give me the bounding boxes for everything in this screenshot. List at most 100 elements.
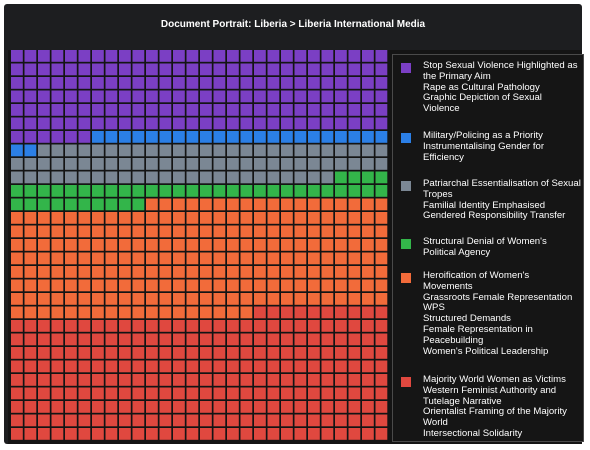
waffle-cell	[159, 428, 172, 440]
waffle-cell	[281, 252, 293, 265]
waffle-cell	[348, 293, 361, 305]
waffle-cell	[146, 239, 158, 251]
waffle-cell	[51, 63, 64, 76]
waffle-cell	[240, 279, 253, 292]
waffle-cell	[132, 306, 145, 319]
waffle-cell	[173, 212, 185, 224]
waffle-cell	[267, 50, 280, 62]
waffle-cell	[213, 117, 226, 130]
waffle-cell	[78, 347, 91, 359]
waffle-cell	[132, 50, 145, 62]
waffle-cell	[213, 401, 226, 413]
waffle-cell	[92, 171, 104, 184]
waffle-cell	[375, 104, 388, 116]
waffle-cell	[105, 306, 118, 319]
waffle-cell	[335, 50, 347, 62]
waffle-cell	[159, 414, 172, 427]
legend-label: Familial Identity Emphasised	[423, 199, 546, 211]
waffle-cell	[51, 360, 64, 373]
waffle-cell	[51, 333, 64, 346]
waffle-cell	[321, 171, 334, 184]
waffle-cell	[254, 293, 266, 305]
waffle-cell	[159, 225, 172, 238]
waffle-cell	[213, 320, 226, 332]
waffle-cell	[51, 239, 64, 251]
waffle-cell	[173, 333, 185, 346]
waffle-cell	[11, 239, 23, 251]
waffle-cell	[321, 387, 334, 400]
waffle-cell	[173, 387, 185, 400]
waffle-cell	[362, 131, 374, 143]
waffle-cell	[362, 360, 374, 373]
legend-label: Structured Demands	[423, 313, 511, 325]
waffle-cell	[213, 171, 226, 184]
waffle-cell	[213, 104, 226, 116]
legend-label: Western Feminist Authority and	[423, 384, 557, 396]
waffle-cell	[11, 185, 23, 197]
waffle-cell	[294, 239, 307, 251]
waffle-cell	[213, 374, 226, 386]
waffle-cell	[267, 225, 280, 238]
waffle-cell	[173, 63, 185, 76]
waffle-cell	[173, 279, 185, 292]
waffle-cell	[119, 360, 131, 373]
waffle-cell	[105, 63, 118, 76]
waffle-cell	[132, 333, 145, 346]
waffle-cell	[38, 252, 50, 265]
waffle-cell	[38, 77, 50, 89]
waffle-cell	[200, 414, 212, 427]
legend-label: Rape as Cultural Pathology	[423, 81, 540, 93]
waffle-cell	[38, 225, 50, 238]
waffle-cell	[200, 131, 212, 143]
waffle-cell	[51, 198, 64, 211]
waffle-cell	[38, 212, 50, 224]
waffle-cell	[213, 77, 226, 89]
waffle-cell	[173, 428, 185, 440]
waffle-cell	[335, 333, 347, 346]
waffle-cell	[227, 306, 239, 319]
waffle-cell	[159, 374, 172, 386]
waffle-cell	[335, 144, 347, 157]
waffle-cell	[308, 198, 320, 211]
waffle-cell	[38, 198, 50, 211]
waffle-cell	[173, 171, 185, 184]
waffle-cell	[105, 212, 118, 224]
waffle-cell	[200, 387, 212, 400]
waffle-cell	[281, 279, 293, 292]
waffle-cell	[24, 374, 37, 386]
waffle-cell	[362, 401, 374, 413]
waffle-cell	[11, 414, 23, 427]
waffle-cell	[362, 117, 374, 130]
waffle-cell	[227, 347, 239, 359]
waffle-cell	[65, 50, 77, 62]
waffle-cell	[375, 63, 388, 76]
waffle-cell	[119, 50, 131, 62]
waffle-cell	[132, 266, 145, 278]
waffle-cell	[375, 77, 388, 89]
waffle-cell	[294, 320, 307, 332]
waffle-cell	[281, 401, 293, 413]
waffle-cell	[159, 387, 172, 400]
waffle-cell	[105, 401, 118, 413]
waffle-cell	[38, 306, 50, 319]
waffle-cell	[159, 90, 172, 103]
waffle-cell	[200, 347, 212, 359]
waffle-cell	[254, 279, 266, 292]
waffle-cell	[227, 252, 239, 265]
waffle-cell	[119, 117, 131, 130]
waffle-cell	[335, 239, 347, 251]
waffle-cell	[321, 225, 334, 238]
waffle-cell	[294, 266, 307, 278]
waffle-cell	[227, 320, 239, 332]
waffle-cell	[78, 266, 91, 278]
waffle-cell	[11, 171, 23, 184]
waffle-cell	[65, 158, 77, 170]
waffle-cell	[38, 401, 50, 413]
waffle-cell	[281, 306, 293, 319]
waffle-cell	[38, 374, 50, 386]
waffle-cell	[159, 212, 172, 224]
waffle-cell	[294, 158, 307, 170]
waffle-cell	[321, 90, 334, 103]
waffle-cell	[321, 50, 334, 62]
waffle-cell	[254, 158, 266, 170]
